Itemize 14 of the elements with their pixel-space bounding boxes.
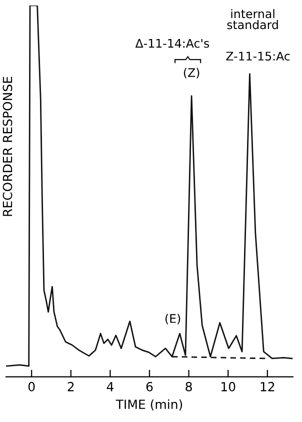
x-tick-label: 4 <box>106 382 114 392</box>
x-tick-label: 6 <box>146 382 153 392</box>
x-axis-title: TIME (min) <box>116 399 182 411</box>
y-axis-title: RECORDER RESPONSE <box>2 76 12 216</box>
annotation: (Z) <box>184 68 200 78</box>
annotation: Δ-11-14:Ac's <box>135 38 210 48</box>
x-tick-label: 2 <box>68 382 74 392</box>
x-tick-label: 0 <box>28 382 35 392</box>
x-tick-label: 12 <box>260 382 274 392</box>
x-tick-label: 8 <box>186 382 192 392</box>
annotation: internal standard <box>227 9 278 30</box>
annotation: (E) <box>165 314 180 324</box>
x-tick-label: 10 <box>222 382 236 392</box>
annotation: Z-11-15:Ac <box>226 52 290 61</box>
